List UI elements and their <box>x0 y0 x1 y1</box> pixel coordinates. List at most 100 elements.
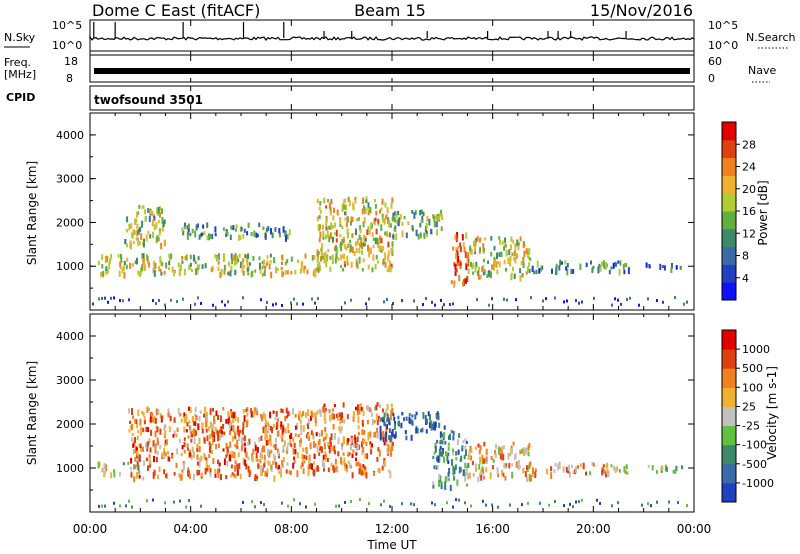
power-echo-cell <box>246 267 249 272</box>
velocity-echo-cell <box>324 408 327 412</box>
power-echo-cell <box>683 302 685 306</box>
velocity-echo-cell <box>331 413 334 420</box>
velocity-colorbar-cell <box>722 444 736 465</box>
power-echo-cell <box>214 226 217 233</box>
power-echo-cell <box>161 261 164 267</box>
power-echo-cell <box>294 269 297 275</box>
velocity-echo-cell <box>301 461 304 467</box>
velocity-echo-cell <box>517 463 520 471</box>
power-echo-cell <box>498 236 501 240</box>
velocity-echo-cell <box>98 504 100 508</box>
velocity-echo-cell <box>275 461 278 469</box>
power-echo-cell <box>117 254 120 258</box>
power-echo-cell <box>214 254 217 259</box>
velocity-echo-cell <box>521 503 523 507</box>
power-echo-cell <box>159 268 162 273</box>
power-echo-cell <box>506 298 508 302</box>
velocity-echo-cell <box>265 440 268 446</box>
velocity-echo-cell <box>194 413 197 417</box>
power-echo-cell <box>538 268 541 274</box>
power-echo-cell <box>614 261 617 266</box>
velocity-echo-cell <box>259 459 262 464</box>
power-echo-cell <box>185 257 188 261</box>
power-echo-cell <box>629 296 631 300</box>
velocity-echo-cell <box>479 472 482 478</box>
velocity-echo-cell <box>460 455 463 462</box>
velocity-echo-cell <box>424 415 427 421</box>
velocity-echo-cell <box>292 462 295 469</box>
velocity-echo-cell <box>651 465 654 471</box>
power-echo-cell <box>590 260 592 265</box>
velocity-echo-cell <box>222 407 225 411</box>
velocity-echo-cell <box>216 469 219 475</box>
velocity-echo-cell <box>315 432 318 437</box>
velocity-echo-cell <box>208 465 210 471</box>
power-echo-cell <box>290 271 293 275</box>
velocity-echo-cell <box>136 435 139 440</box>
power-echo-cell <box>465 263 468 271</box>
velocity-echo-cell <box>569 502 571 506</box>
velocity-echo-cell <box>267 439 270 445</box>
power-echo-cell <box>380 249 383 253</box>
power-echo-cell <box>482 264 485 272</box>
velocity-echo-cell <box>272 454 275 459</box>
power-echo-cell <box>455 247 458 251</box>
velocity-echo-cell <box>447 477 450 482</box>
velocity-echo-cell <box>218 464 221 469</box>
velocity-echo-cell <box>408 413 411 417</box>
power-echo-cell <box>675 265 678 270</box>
power-echo-cell <box>98 297 100 301</box>
velocity-echo-cell <box>383 499 385 503</box>
power-echo-cell <box>507 257 510 265</box>
velocity-echo-cell <box>152 440 155 447</box>
power-echo-cell <box>178 270 181 277</box>
power-echo-cell <box>436 216 438 223</box>
power-echo-cell <box>240 226 243 232</box>
velocity-echo-cell <box>504 475 507 481</box>
velocity-echo-cell <box>192 451 195 459</box>
velocity-echo-cell <box>163 443 166 447</box>
velocity-echo-cell <box>385 431 388 438</box>
power-echo-cell <box>425 223 428 230</box>
velocity-echo-cell <box>246 412 249 417</box>
power-echo-cell <box>134 218 136 225</box>
power-echo-cell <box>161 216 164 224</box>
velocity-echo-cell <box>172 433 175 438</box>
velocity-echo-cell <box>189 452 192 457</box>
power-echo-cell <box>376 237 379 245</box>
velocity-echo-cell <box>268 461 271 466</box>
velocity-echo-cell <box>188 425 191 429</box>
velocity-echo-cell <box>392 412 395 417</box>
velocity-echo-cell <box>250 411 253 418</box>
velocity-echo-cell <box>200 504 202 508</box>
velocity-echo-cell <box>142 411 145 417</box>
velocity-echo-cell <box>350 439 353 443</box>
velocity-echo-cell <box>450 429 453 434</box>
cpid-label: CPID <box>6 91 35 104</box>
velocity-echo-cell <box>521 448 524 454</box>
power-echo-cell <box>367 244 369 252</box>
velocity-echo-cell <box>468 472 471 480</box>
power-echo-cell <box>373 221 376 225</box>
power-echo-cell <box>626 297 628 301</box>
velocity-echo-cell <box>201 428 204 434</box>
velocity-echo-cell <box>267 430 270 434</box>
velocity-echo-cell <box>253 407 256 412</box>
velocity-echo-cell <box>480 469 483 473</box>
velocity-echo-cell <box>554 462 557 467</box>
velocity-echo-cell <box>458 498 460 502</box>
velocity-echo-cell <box>293 442 296 448</box>
velocity-echo-cell <box>456 479 459 486</box>
frequency-panel: Freq. [MHz] 18 8 60 0 Nave <box>4 54 776 85</box>
velocity-echo-cell <box>390 441 393 446</box>
power-echo-cell <box>334 232 336 236</box>
power-echo-cell <box>321 256 324 260</box>
power-echo-cell <box>395 233 398 241</box>
velocity-echo-cell <box>528 475 531 482</box>
velocity-echo-cell <box>193 473 195 481</box>
power-echo-cell <box>515 298 517 302</box>
power-echo-cell <box>140 267 142 275</box>
velocity-echo-cell <box>229 430 232 436</box>
velocity-echo-cell <box>262 426 265 434</box>
velocity-echo-cell <box>371 443 374 448</box>
